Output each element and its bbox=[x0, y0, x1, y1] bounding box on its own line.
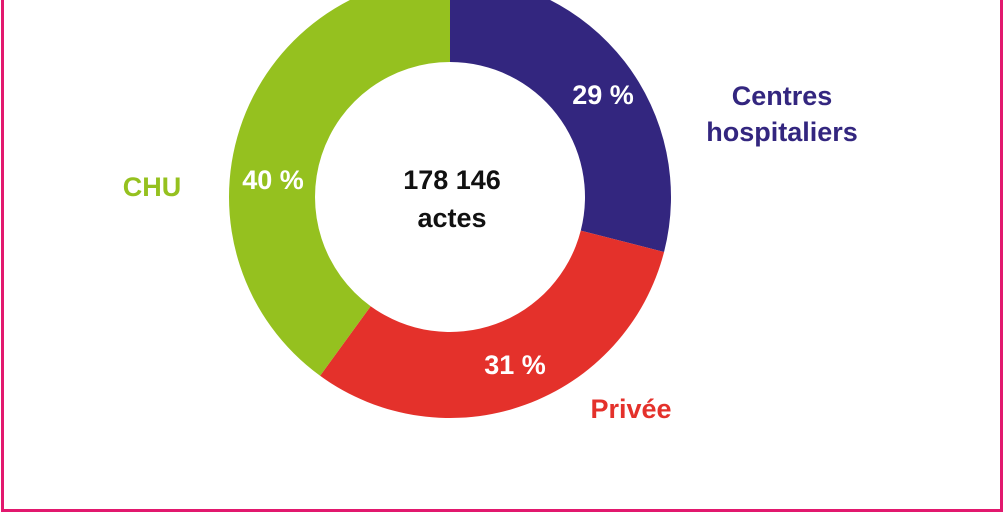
value-label: 31 % bbox=[484, 350, 546, 380]
category-label: CHU bbox=[122, 172, 182, 202]
donut-segment bbox=[450, 0, 671, 252]
donut-segment bbox=[229, 0, 450, 376]
center-text: 178 146 bbox=[403, 165, 501, 195]
category-label: Privée bbox=[590, 394, 672, 424]
category-label: Centres hospitaliers bbox=[706, 81, 858, 147]
value-label: 29 % bbox=[572, 80, 634, 110]
center-text: actes bbox=[417, 203, 486, 233]
value-label: 40 % bbox=[242, 165, 304, 195]
donut-segment bbox=[320, 230, 665, 419]
